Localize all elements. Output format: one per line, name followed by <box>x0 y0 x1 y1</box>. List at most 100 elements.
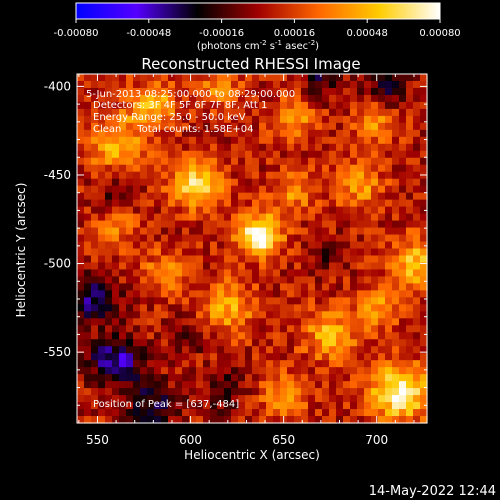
heatmap-cell <box>77 409 85 417</box>
heatmap-cell <box>385 115 393 124</box>
heatmap-cell <box>252 416 260 424</box>
heatmap-cell <box>406 283 414 291</box>
heatmap-cell <box>315 339 323 347</box>
heatmap-cell <box>154 220 162 229</box>
heatmap-cell <box>238 108 246 117</box>
heatmap-cell <box>371 80 379 89</box>
heatmap-cell <box>322 80 330 89</box>
heatmap-cell <box>413 80 421 89</box>
heatmap-cell <box>259 374 267 382</box>
heatmap-cell <box>189 199 197 208</box>
heatmap-cell <box>315 80 323 89</box>
heatmap-cell <box>308 388 316 396</box>
heatmap-cell <box>168 157 176 166</box>
heatmap-cell <box>350 297 358 305</box>
heatmap-cell <box>315 409 323 417</box>
heatmap-cell <box>322 360 330 368</box>
heatmap-cell <box>112 136 120 145</box>
heatmap-cell <box>266 192 274 201</box>
heatmap-cell <box>392 381 400 389</box>
heatmap-cell <box>371 353 379 361</box>
heatmap-cell <box>322 87 330 96</box>
heatmap-cell <box>77 143 85 152</box>
heatmap-cell <box>385 248 393 257</box>
heatmap-cell <box>238 262 246 271</box>
heatmap-cell <box>119 339 127 347</box>
heatmap-cell <box>245 122 253 131</box>
heatmap-cell <box>294 318 302 326</box>
heatmap-cell <box>294 199 302 208</box>
heatmap-cell <box>154 367 162 375</box>
heatmap-cell <box>301 74 309 82</box>
heatmap-cell <box>336 94 344 103</box>
heatmap-cell <box>168 220 176 229</box>
heatmap-cell <box>84 192 92 201</box>
heatmap-cell <box>231 255 239 264</box>
x-tick-label: 600 <box>179 433 202 447</box>
heatmap-cell <box>315 318 323 326</box>
heatmap-cell <box>280 199 288 208</box>
heatmap-cell <box>231 136 239 145</box>
heatmap-cell <box>98 297 106 305</box>
heatmap-cell <box>252 87 260 96</box>
heatmap-cell <box>364 318 372 326</box>
heatmap-cell <box>154 283 162 291</box>
heatmap-cell <box>119 192 127 201</box>
heatmap-cell <box>259 101 267 110</box>
heatmap-cell <box>336 283 344 291</box>
heatmap-cell <box>280 101 288 110</box>
heatmap-cell <box>392 241 400 250</box>
heatmap-cell <box>343 192 351 201</box>
heatmap-cell <box>350 402 358 410</box>
heatmap-cell <box>357 157 365 166</box>
heatmap-cell <box>399 234 407 243</box>
heatmap-cell <box>175 129 183 138</box>
heatmap-cell <box>84 213 92 222</box>
heatmap-cell <box>350 213 358 222</box>
heatmap-cell <box>77 115 85 124</box>
heatmap-cell <box>140 122 148 131</box>
heatmap-cell <box>357 199 365 208</box>
heatmap-cell <box>350 318 358 326</box>
heatmap-cell <box>371 178 379 187</box>
heatmap-cell <box>343 129 351 138</box>
heatmap-cell <box>224 255 232 264</box>
heatmap-cell <box>336 241 344 250</box>
heatmap-cell <box>238 311 246 319</box>
heatmap-cell <box>294 150 302 159</box>
heatmap-cell <box>266 269 274 278</box>
heatmap-cell <box>133 304 141 312</box>
heatmap-cell <box>147 87 155 96</box>
heatmap-cell <box>182 220 190 229</box>
heatmap-cell <box>350 80 358 89</box>
heatmap-cell <box>357 381 365 389</box>
heatmap-cell <box>77 178 85 187</box>
heatmap-cell <box>182 346 190 354</box>
heatmap-cell <box>336 388 344 396</box>
heatmap-cell <box>238 94 246 103</box>
heatmap-cell <box>266 283 274 291</box>
heatmap-cell <box>266 80 274 89</box>
heatmap-cell <box>420 164 428 173</box>
heatmap-cell <box>154 409 162 417</box>
heatmap-cell <box>357 248 365 257</box>
heatmap-cell <box>385 402 393 410</box>
heatmap-cell <box>168 297 176 305</box>
heatmap-cell <box>210 234 218 243</box>
heatmap-cell <box>196 241 204 250</box>
heatmap-cell <box>140 409 148 417</box>
heatmap-cell <box>399 381 407 389</box>
heatmap-cell <box>238 220 246 229</box>
heatmap-cell <box>168 269 176 278</box>
x-tick-label: 550 <box>86 433 109 447</box>
heatmap-cell <box>182 318 190 326</box>
heatmap-cell <box>203 388 211 396</box>
heatmap-cell <box>273 409 281 417</box>
heatmap-cell <box>238 101 246 110</box>
heatmap-cell <box>245 381 253 389</box>
heatmap-cell <box>112 143 120 152</box>
heatmap-cell <box>238 136 246 145</box>
heatmap-cell <box>203 346 211 354</box>
heatmap-cell <box>420 409 428 417</box>
heatmap-cell <box>336 269 344 278</box>
